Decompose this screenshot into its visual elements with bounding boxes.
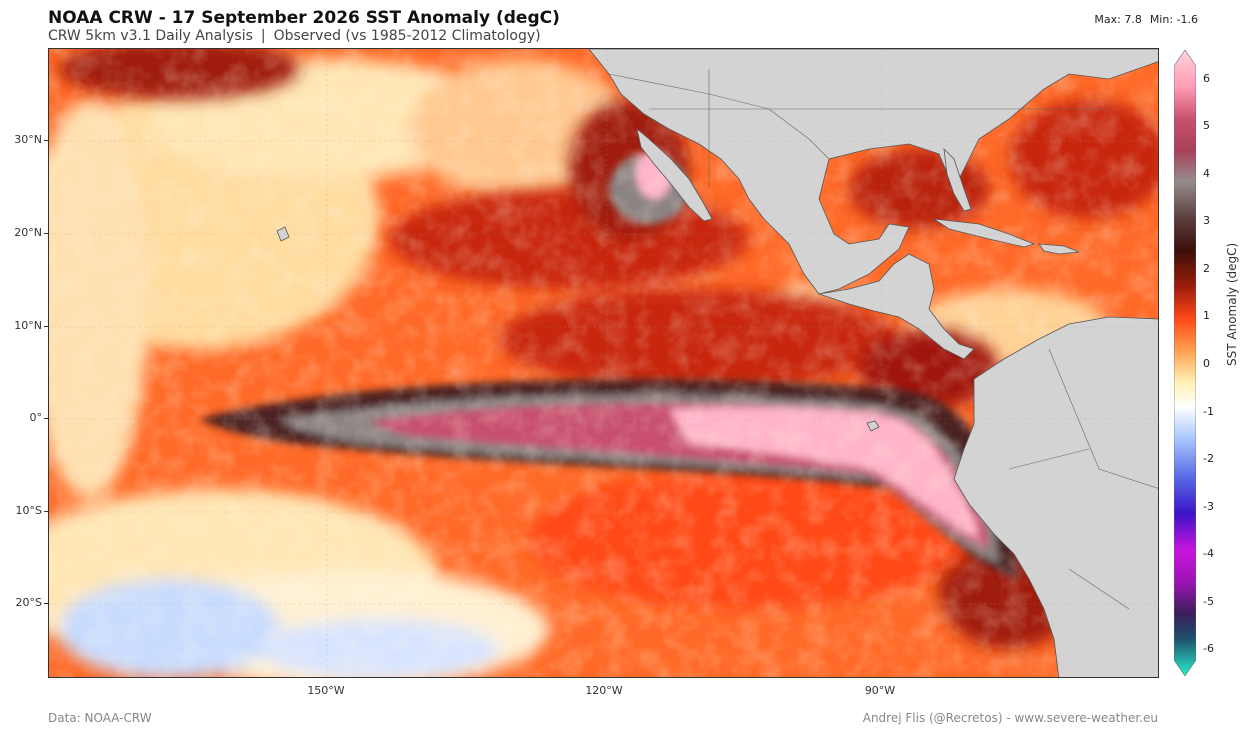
colorbar-fill: [1174, 50, 1196, 676]
map-title: NOAA CRW - 17 September 2026 SST Anomaly…: [48, 8, 560, 28]
colorbar-tick-4: 4: [1203, 167, 1210, 180]
lat-label-equator: 0°: [0, 411, 48, 424]
country-borders: [608, 69, 1158, 610]
min-value: Min: -1.6: [1149, 13, 1198, 26]
map-canvas: [49, 49, 1158, 677]
sst-anomaly-map: [48, 48, 1159, 678]
colorbar-tick-5: 5: [1203, 119, 1210, 132]
subtitle-separator: |: [260, 28, 266, 44]
lat-label-10s: 10°S: [0, 504, 48, 517]
lon-label-120w: 120°W: [585, 684, 623, 697]
north-america: [588, 49, 1158, 295]
map-subtitle: CRW 5km v3.1 Daily Analysis | Observed (vs…: [48, 28, 541, 44]
baja-california: [636, 127, 713, 222]
colorbar-tick-neg4: -4: [1203, 547, 1214, 560]
max-min-readout: Max: 7.8 Min: -1.6: [1094, 13, 1198, 26]
galapagos: [866, 420, 880, 432]
colorbar-tick-neg5: -5: [1203, 595, 1214, 608]
lat-label-20n: 20°N: [0, 226, 48, 239]
data-credit: Data: NOAA-CRW: [48, 711, 152, 725]
colorbar-tick-0: 0: [1203, 357, 1210, 370]
colorbar: [1174, 50, 1196, 676]
hispaniola: [1038, 243, 1080, 255]
colorbar-tick-3: 3: [1203, 214, 1210, 227]
lon-label-90w: 90°W: [864, 684, 896, 697]
colorbar-tick-6: 6: [1203, 72, 1210, 85]
central-america: [818, 253, 975, 360]
land-masses: [276, 49, 1158, 677]
max-value: Max: 7.8: [1094, 13, 1142, 26]
cuba: [933, 218, 1036, 248]
lon-label-150w: 150°W: [307, 684, 345, 697]
colorbar-label: SST Anomaly (degC): [1225, 242, 1239, 366]
colorbar-tick-neg1: -1: [1203, 405, 1214, 418]
colorbar-tick-1: 1: [1203, 309, 1210, 322]
anomaly-texture: [49, 49, 1158, 677]
subtitle-product: CRW 5km v3.1 Daily Analysis: [48, 28, 253, 44]
colorbar-tick-neg6: -6: [1203, 642, 1214, 655]
subtitle-climatology: Observed (vs 1985-2012 Climatology): [273, 28, 541, 44]
lat-label-10n: 10°N: [0, 319, 48, 332]
graticule: [49, 49, 1158, 677]
colorbar-tick-neg3: -3: [1203, 500, 1214, 513]
colorbar-tick-neg2: -2: [1203, 452, 1214, 465]
florida: [943, 147, 972, 212]
lat-label-20s: 20°S: [0, 596, 48, 609]
lat-label-30n: 30°N: [0, 133, 48, 146]
hawaii-big-island: [276, 226, 290, 242]
colorbar-tick-2: 2: [1203, 262, 1210, 275]
south-america: [953, 316, 1158, 677]
author-credit: Andrej Flis (@Recretos) - www.severe-wea…: [862, 711, 1158, 725]
